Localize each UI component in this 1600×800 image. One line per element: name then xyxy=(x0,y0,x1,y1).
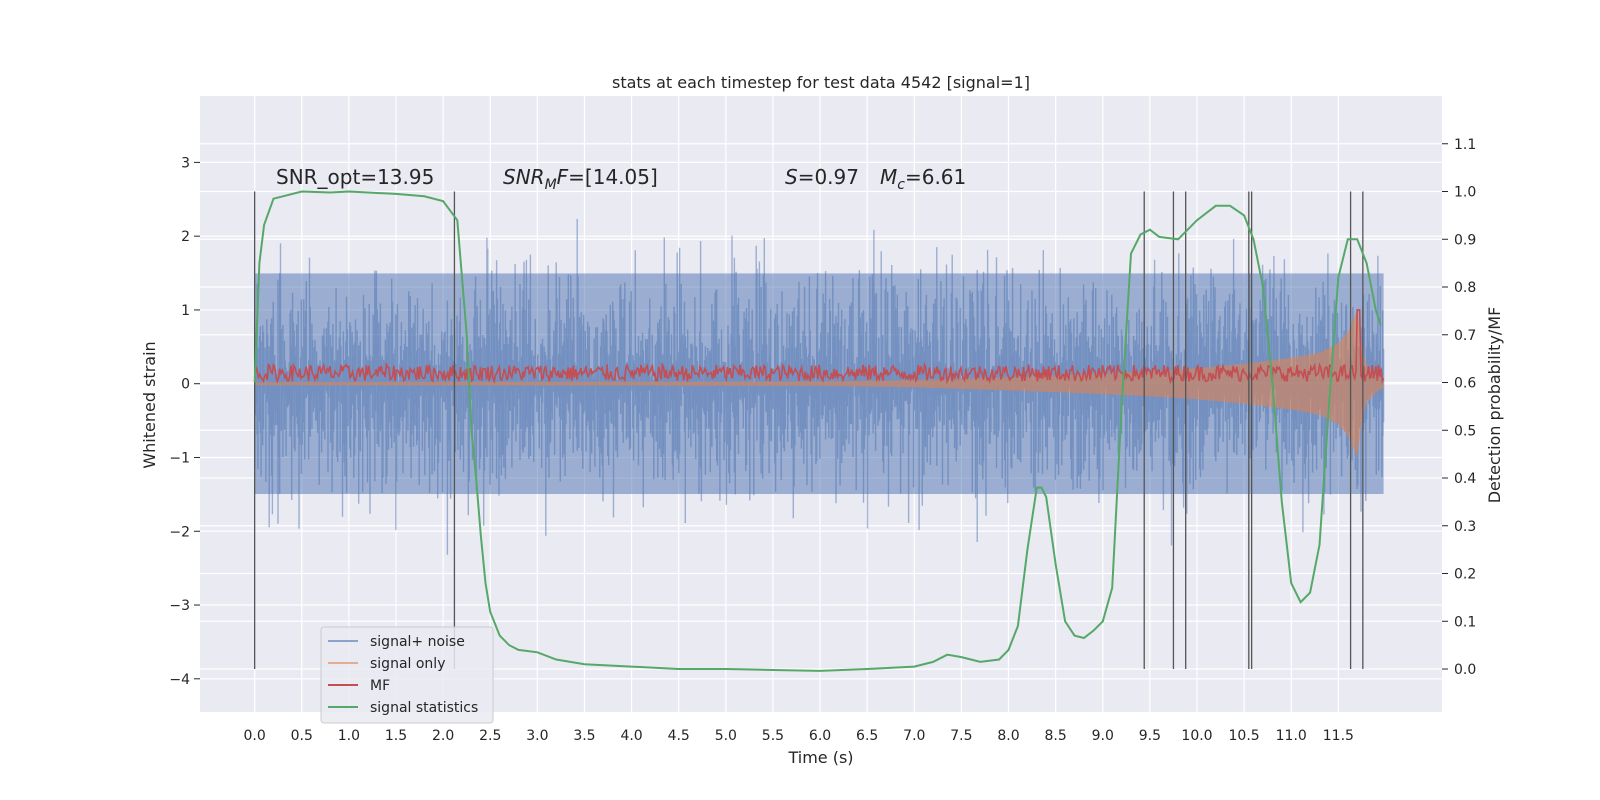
x-tick-label: 9.0 xyxy=(1092,728,1114,744)
legend-label-signal-noise: signal+ noise xyxy=(370,634,465,650)
x-tick-label: 11.5 xyxy=(1323,728,1354,744)
y-tick-label: 1 xyxy=(181,303,190,319)
x-tick-label: 3.5 xyxy=(573,728,595,744)
vertical-markers xyxy=(254,191,1364,670)
y2-tick-label: 0.9 xyxy=(1454,232,1476,248)
y-tick-label: −3 xyxy=(169,598,190,614)
y-tick-label: −2 xyxy=(169,524,190,540)
legend-box xyxy=(320,626,494,724)
y2-tick-label: 0.5 xyxy=(1454,423,1476,439)
x-tick-label: 1.0 xyxy=(338,728,360,744)
x-tick-label: 5.5 xyxy=(762,728,784,744)
y2-tick-label: 0.3 xyxy=(1454,519,1476,535)
x-tick-label: 1.5 xyxy=(385,728,407,744)
y2-tick-label: 0.1 xyxy=(1454,614,1476,630)
x-tick-label: 10.0 xyxy=(1181,728,1212,744)
x-tick-label: 3.0 xyxy=(526,728,548,744)
signal-only-envelope xyxy=(254,309,1384,458)
x-tick-label: 6.0 xyxy=(809,728,831,744)
legend-label-signal-statistics: signal statistics xyxy=(370,700,478,716)
x-tick-label: 10.5 xyxy=(1229,728,1260,744)
x-tick-label: 8.5 xyxy=(1045,728,1067,744)
legend-label-mf: MF xyxy=(370,678,390,694)
plot-data-region xyxy=(253,190,1385,672)
y2-tick-label: 0.8 xyxy=(1454,280,1476,296)
y-axis-title: Whitened strain xyxy=(140,341,159,468)
x-tick-label: 5.0 xyxy=(715,728,737,744)
y-tick-label: 3 xyxy=(181,155,190,171)
x-tick-label: 11.0 xyxy=(1276,728,1307,744)
series-signal-only xyxy=(254,309,1384,458)
y-tick-label: 2 xyxy=(181,229,190,245)
x-tick-label: 0.0 xyxy=(244,728,266,744)
y2-axis-ticks: 1.1 1.0 0.9 0.8 0.7 0.6 0.5 0.4 0.3 0.2 0.1 0.0 xyxy=(1442,137,1476,678)
y2-tick-label: 1.1 xyxy=(1454,137,1476,153)
y2-tick-label: 0.2 xyxy=(1454,567,1476,583)
x-tick-label: 9.5 xyxy=(1139,728,1161,744)
chart-title: stats at each timestep for test data 454… xyxy=(612,73,1030,92)
x-tick-label: 2.0 xyxy=(432,728,454,744)
x-tick-label: 7.0 xyxy=(903,728,925,744)
annotation-snr-opt: SNR_opt=13.95 xyxy=(276,165,434,189)
y2-tick-label: 1.0 xyxy=(1454,185,1476,201)
y-tick-label: −4 xyxy=(169,672,190,688)
signal-statistics-line xyxy=(253,190,1382,672)
series-signal-statistics xyxy=(253,190,1382,672)
x-tick-label: 4.0 xyxy=(620,728,642,744)
y2-axis-title: Detection probability/MF xyxy=(1485,307,1504,504)
y2-tick-label: 0.7 xyxy=(1454,328,1476,344)
y2-tick-label: 0.4 xyxy=(1454,471,1476,487)
legend: signal+ noise signal only MF signal stat… xyxy=(320,626,494,724)
annotation-snr-mf: SNRMF=[14.05] xyxy=(503,165,658,193)
x-tick-label: 0.5 xyxy=(291,728,313,744)
y2-tick-label: 0.6 xyxy=(1454,376,1476,392)
y-axis-ticks: 3 2 1 0 −1 −2 −3 −4 xyxy=(169,155,200,688)
x-tick-label: 8.0 xyxy=(997,728,1019,744)
y-tick-label: 0 xyxy=(181,377,190,393)
series-mf xyxy=(253,309,1385,385)
legend-label-signal-only: signal only xyxy=(370,656,445,672)
mf-trace xyxy=(253,309,1385,385)
x-tick-label: 6.5 xyxy=(856,728,878,744)
x-tick-label: 2.5 xyxy=(479,728,501,744)
annotation-mc: Mc=6.61 xyxy=(880,165,966,193)
annotation-s: S=0.97 xyxy=(785,165,859,189)
x-tick-label: 7.5 xyxy=(950,728,972,744)
x-axis-ticks: 0.0 0.5 1.0 1.5 2.0 2.5 3.0 3.5 4.0 4.5 5.0 5.5 6.0 6… xyxy=(244,728,1354,744)
x-axis-title: Time (s) xyxy=(787,748,853,767)
x-tick-label: 4.5 xyxy=(668,728,690,744)
y-tick-label: −1 xyxy=(169,450,190,466)
y2-tick-label: 0.0 xyxy=(1454,662,1476,678)
